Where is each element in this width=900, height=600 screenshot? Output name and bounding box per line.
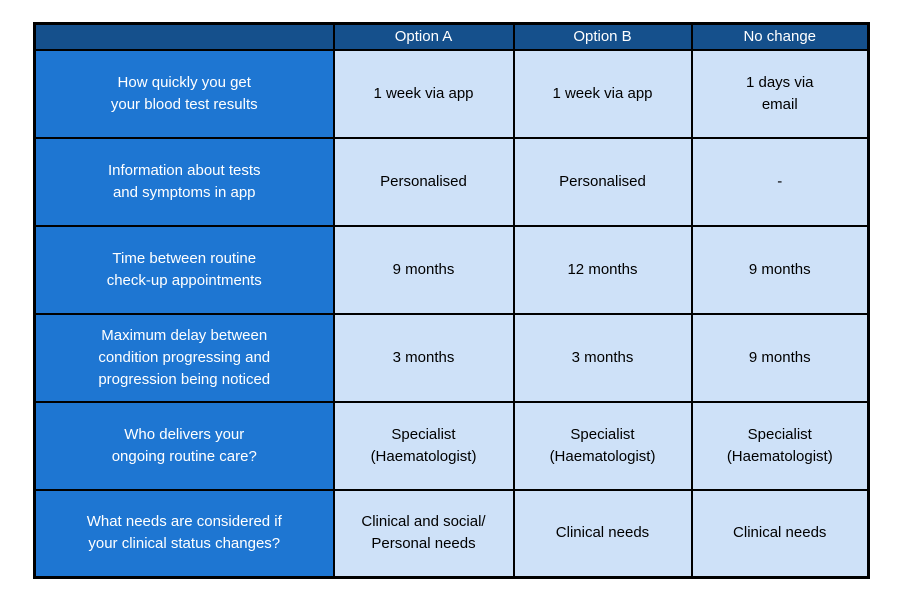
column-header-option-a: Option A [332, 22, 515, 51]
table-row: Time between routine check-up appointmen… [33, 224, 870, 315]
table-cell: Clinical needs [690, 488, 870, 579]
comparison-table: Option A Option B No change How quickly … [33, 22, 870, 579]
table-cell: Personalised [332, 136, 515, 227]
table-cell: Specialist (Haematologist) [512, 400, 693, 491]
column-header-blank [33, 22, 335, 51]
table-row: Information about tests and symptoms in … [33, 136, 870, 227]
table-cell: Specialist (Haematologist) [332, 400, 515, 491]
table-cell: Clinical needs [512, 488, 693, 579]
table-cell: 3 months [512, 312, 693, 403]
column-header-option-b: Option B [512, 22, 693, 51]
row-label: Maximum delay between condition progress… [33, 312, 335, 403]
row-label: Time between routine check-up appointmen… [33, 224, 335, 315]
table-cell: 12 months [512, 224, 693, 315]
table-cell: Clinical and social/ Personal needs [332, 488, 515, 579]
table-row: Who delivers your ongoing routine care? … [33, 400, 870, 491]
table-cell: Personalised [512, 136, 693, 227]
table-cell: 3 months [332, 312, 515, 403]
table-cell: 9 months [332, 224, 515, 315]
table-cell: 1 week via app [512, 48, 693, 139]
row-label: What needs are considered if your clinic… [33, 488, 335, 579]
table-row: Maximum delay between condition progress… [33, 312, 870, 403]
table-row: What needs are considered if your clinic… [33, 488, 870, 579]
header-row: Option A Option B No change [33, 22, 870, 51]
table-row: How quickly you get your blood test resu… [33, 48, 870, 139]
table-cell: 9 months [690, 312, 870, 403]
row-label: How quickly you get your blood test resu… [33, 48, 335, 139]
table-cell: 9 months [690, 224, 870, 315]
table-cell: - [690, 136, 870, 227]
row-label: Who delivers your ongoing routine care? [33, 400, 335, 491]
row-label: Information about tests and symptoms in … [33, 136, 335, 227]
table-cell: 1 week via app [332, 48, 515, 139]
table-cell: 1 days via email [690, 48, 870, 139]
table-cell: Specialist (Haematologist) [690, 400, 870, 491]
column-header-no-change: No change [690, 22, 870, 51]
